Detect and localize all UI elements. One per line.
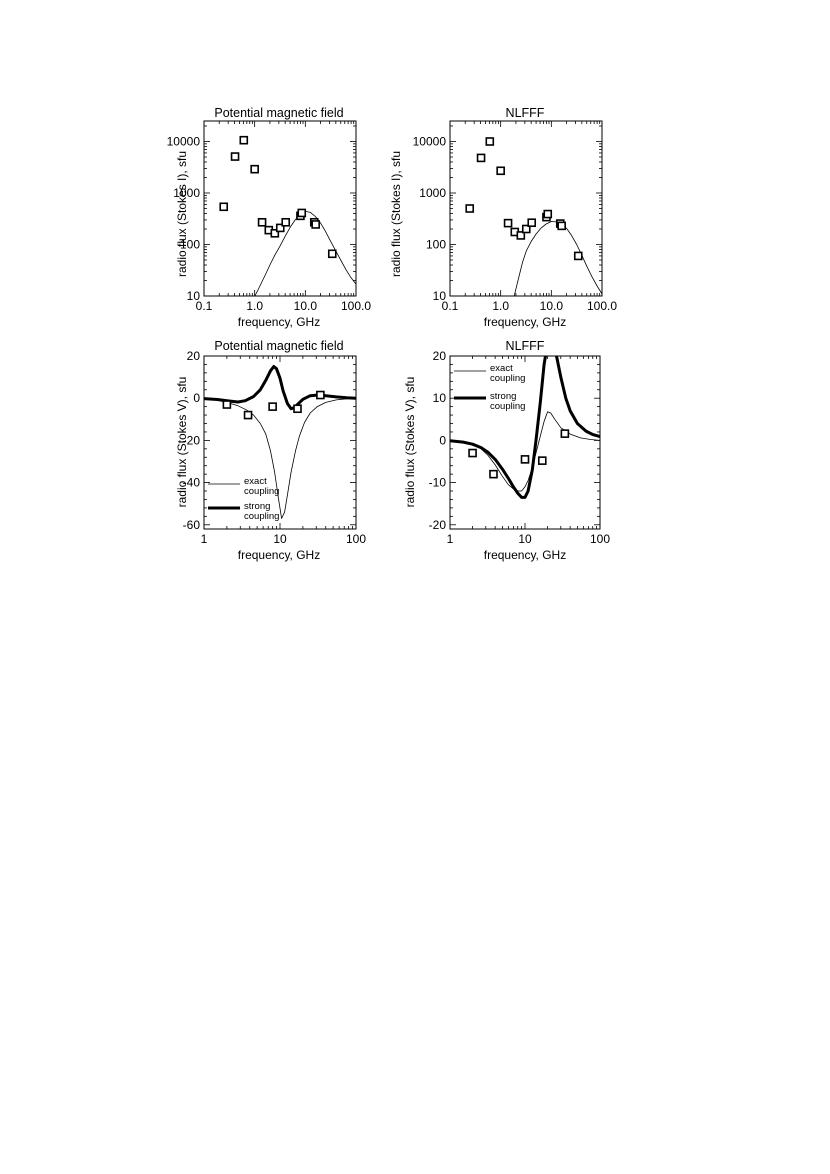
observed-point — [250, 164, 259, 174]
observed-point — [468, 448, 477, 458]
series-line-model — [254, 211, 356, 296]
observed-point — [268, 402, 277, 411]
y-tick-label: 1000 — [419, 186, 446, 200]
y-tick-label: -10 — [429, 476, 447, 490]
panel-stokes-v-potential: Potential magnetic field radio flux (Sto… — [175, 339, 366, 562]
observed-point — [489, 469, 498, 479]
observed-point — [243, 410, 253, 420]
x-tick-label: 10 — [273, 532, 287, 546]
observed-point — [465, 204, 475, 213]
series-line-exact-coupling — [450, 411, 600, 492]
observed-point — [520, 455, 530, 464]
observed-point — [560, 429, 570, 438]
observed-point — [327, 249, 337, 259]
observed-point — [557, 221, 566, 231]
observed-point — [496, 166, 505, 176]
observed-point — [537, 456, 547, 465]
x-tick-label: 10 — [518, 532, 532, 546]
y-tick-label: 0 — [193, 391, 200, 405]
observed-point — [485, 137, 495, 146]
y-tick-label: 0 — [439, 433, 446, 447]
legend-label-strong-2: coupling — [244, 511, 279, 522]
observed-point — [476, 153, 486, 163]
y-tick-label: 100 — [180, 237, 200, 251]
observed-point — [222, 400, 232, 409]
y-tick-label: -40 — [183, 476, 201, 490]
y-tick-label: 20 — [433, 349, 447, 363]
y-tick-label: -20 — [183, 433, 201, 447]
x-tick-label: 100.0 — [341, 299, 371, 313]
x-tick-label: 1.0 — [492, 299, 509, 313]
y-tick-label: 10 — [187, 289, 201, 303]
legend-label-strong-2: coupling — [490, 401, 525, 412]
observed-point — [297, 208, 307, 218]
y-tick-label: 10000 — [413, 134, 447, 148]
plot-area: 1 10 100 20 0 -20 -40 -60 — [183, 349, 367, 546]
series-line-strong-coupling — [450, 356, 600, 499]
y-axis-label: radio flux (Stokes I), sfu — [389, 151, 403, 277]
legend: exact coupling strong coupling — [208, 476, 279, 522]
x-tick-label: 100 — [590, 532, 610, 546]
observed-point — [316, 390, 325, 400]
observed-point — [543, 209, 553, 219]
x-axis-label: frequency, GHz — [238, 548, 320, 562]
legend-label-strong-1: strong — [490, 391, 516, 402]
observed-point — [311, 220, 320, 229]
y-tick-label: 100 — [426, 237, 446, 251]
x-axis-label: frequency, GHz — [484, 548, 566, 562]
observed-point — [219, 202, 229, 212]
x-axis-label: frequency, GHz — [238, 315, 320, 329]
legend-label-exact-1: exact — [490, 363, 513, 374]
y-axis-label: radio flux (Stokes I), sfu — [175, 151, 189, 277]
series-line-exact-coupling — [204, 397, 356, 519]
observed-point — [503, 218, 513, 228]
chart-title: NLFFF — [506, 339, 545, 353]
x-tick-label: 100 — [346, 532, 366, 546]
x-tick-label: 10.0 — [294, 299, 318, 313]
chart-title: NLFFF — [506, 106, 545, 120]
observed-point — [527, 218, 537, 228]
y-axis-label: radio flux (Stokes V), sfu — [403, 377, 417, 508]
x-tick-label: 0.1 — [442, 299, 459, 313]
y-tick-label: 10 — [433, 289, 447, 303]
panel-stokes-v-nlfff: NLFFF radio flux (Stokes V), sfu frequen… — [403, 339, 611, 562]
legend-label-exact-1: exact — [244, 476, 267, 487]
x-tick-label: 1 — [447, 532, 454, 546]
x-tick-label: 0.1 — [196, 299, 213, 313]
legend-label-exact-2: coupling — [244, 486, 279, 497]
observed-point — [257, 217, 267, 227]
y-axis-label: radio flux (Stokes V), sfu — [175, 377, 189, 508]
x-tick-label: 1.0 — [246, 299, 263, 313]
chart-title: Potential magnetic field — [214, 339, 343, 353]
x-tick-label: 100.0 — [587, 299, 617, 313]
plot-area: 0.1 1.0 10.0 100.0 10 100 1000 10000 — [167, 120, 371, 313]
legend-label-exact-2: coupling — [490, 373, 525, 384]
y-tick-label: -60 — [183, 518, 201, 532]
legend: exact coupling strong coupling — [454, 363, 525, 412]
y-tick-label: -20 — [429, 518, 447, 532]
y-tick-label: 10 — [433, 391, 447, 405]
x-tick-label: 1 — [201, 532, 208, 546]
observed-point — [275, 223, 285, 233]
observed-point — [516, 231, 526, 240]
observed-point — [270, 228, 280, 238]
panel-stokes-i-potential: Potential magnetic field radio flux (Sto… — [167, 106, 372, 329]
observed-point — [230, 152, 240, 161]
x-tick-label: 10.0 — [540, 299, 564, 313]
panel-stokes-i-nlfff: NLFFF radio flux (Stokes I), sfu frequen… — [389, 106, 617, 329]
y-tick-label: 1000 — [173, 186, 200, 200]
observed-point — [521, 224, 531, 234]
y-tick-label: 20 — [187, 349, 201, 363]
plot-area: 0.1 1.0 10.0 100.0 10 100 1000 10000 — [413, 120, 617, 313]
chart-title: Potential magnetic field — [214, 106, 343, 120]
legend-label-strong-1: strong — [244, 501, 270, 512]
observed-point — [293, 404, 302, 414]
x-axis-label: frequency, GHz — [484, 315, 566, 329]
observed-point — [239, 135, 249, 145]
observed-point — [573, 251, 583, 261]
y-tick-label: 10000 — [167, 134, 201, 148]
observed-point — [281, 217, 291, 227]
